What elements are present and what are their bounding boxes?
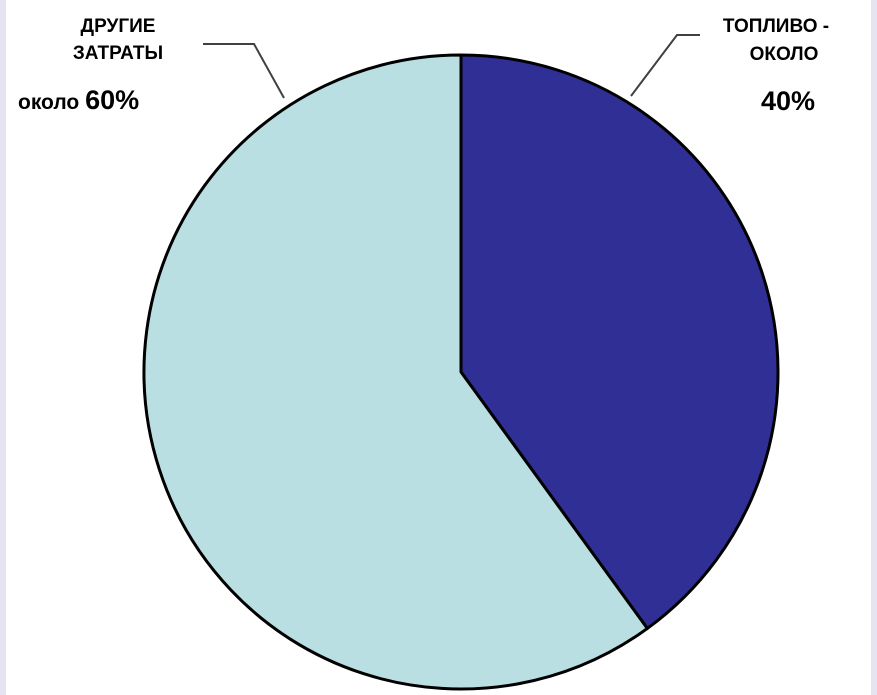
pie-slice-other — [142, 53, 649, 691]
leader-line-fuel — [630, 34, 700, 97]
pie-chart: ДРУГИЕ ЗАТРАТЫ около 60% ТОПЛИВО - ОКОЛО… — [18, 16, 829, 691]
label-fuel-percent: 40% — [761, 86, 815, 116]
label-other-line1: ДРУГИЕ — [81, 16, 156, 37]
label-other-percent: 60% — [85, 85, 139, 115]
label-other-prefix: около — [18, 91, 85, 114]
leader-line-other — [203, 43, 285, 99]
label-fuel-line1: ТОПЛИВО - — [723, 16, 829, 37]
pie-slice-fuel — [459, 53, 780, 630]
label-other-line2: ЗАТРАТЫ — [73, 43, 163, 64]
label-fuel-line2: ОКОЛО — [750, 44, 819, 65]
label-other-value: около 60% — [18, 85, 139, 115]
